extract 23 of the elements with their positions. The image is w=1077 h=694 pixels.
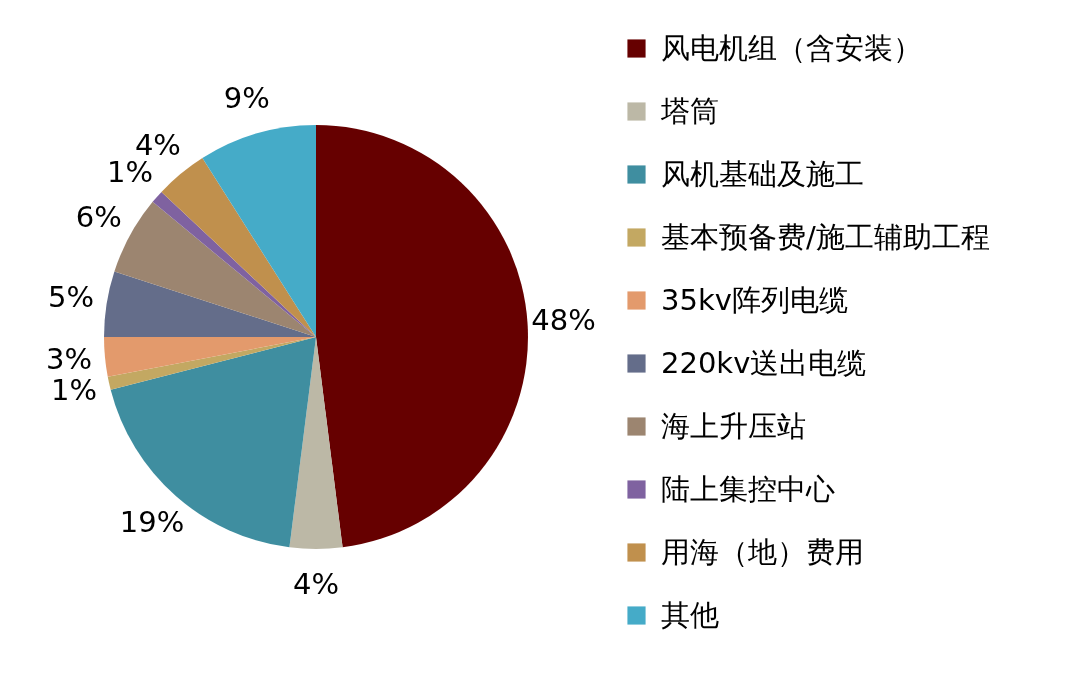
legend-label: 用海（地）费用 bbox=[661, 534, 864, 569]
pie-slice bbox=[104, 337, 316, 377]
legend-label: 基本预备费/施工辅助工程 bbox=[661, 219, 990, 254]
data-label: 48% bbox=[531, 303, 596, 338]
legend-label: 陆上集控中心 bbox=[661, 471, 835, 506]
pie-slice bbox=[202, 125, 316, 337]
legend-label: 风机基础及施工 bbox=[661, 156, 864, 191]
data-label: 4% bbox=[292, 567, 340, 601]
data-label: 19% bbox=[119, 505, 185, 540]
data-label: 9% bbox=[223, 80, 270, 115]
pie-slice bbox=[110, 337, 316, 548]
legend-label: 风电机组（含安装） bbox=[661, 30, 922, 65]
pie-slice bbox=[161, 158, 316, 337]
data-label: 6% bbox=[75, 199, 122, 234]
legend-label: 塔筒 bbox=[660, 93, 719, 128]
data-label: 5% bbox=[48, 280, 95, 315]
legend-label: 220kv送出电缆 bbox=[661, 345, 867, 380]
pie-slice bbox=[316, 125, 528, 548]
legend-label: 海上升压站 bbox=[661, 408, 806, 443]
legend-label: 其他 bbox=[661, 597, 719, 632]
pie-slice bbox=[107, 337, 316, 390]
pie-slice bbox=[104, 271, 316, 337]
legend-label: 35kv阵列电缆 bbox=[661, 282, 848, 317]
